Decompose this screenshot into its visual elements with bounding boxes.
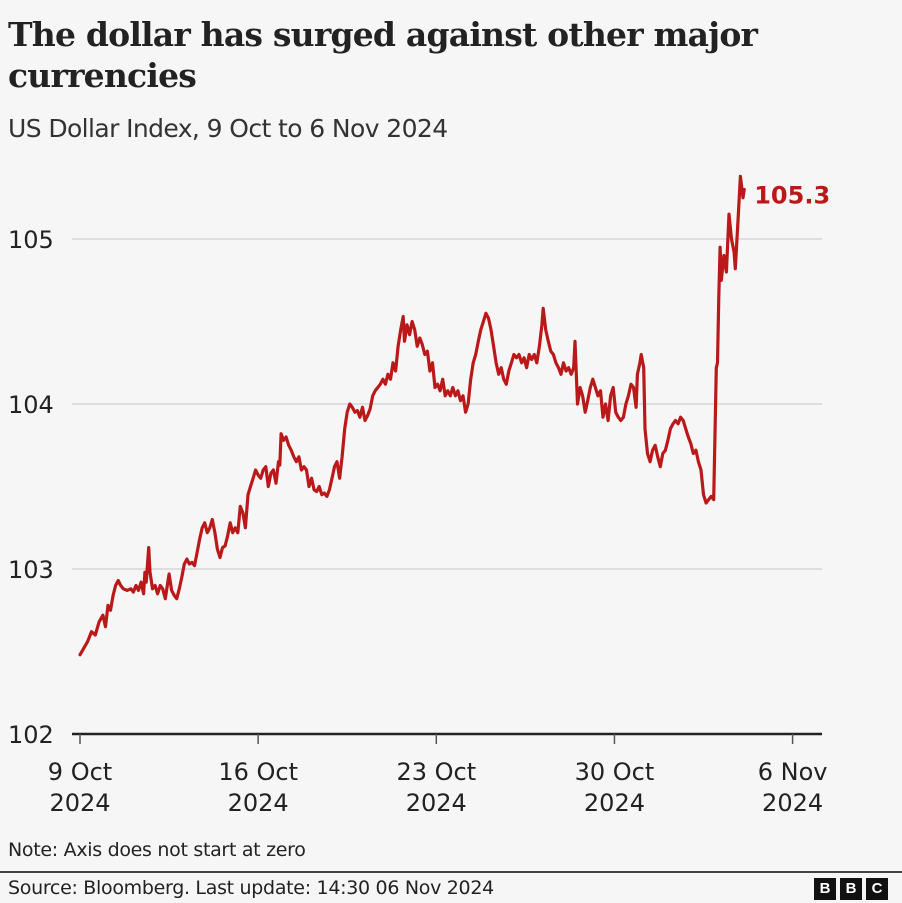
chart-title: The dollar has surged against other majo… [8,15,758,95]
x-tick-label: 2024 [49,789,110,817]
y-tick-label: 103 [8,556,54,584]
series-line-us-dollar-index [78,174,746,657]
y-tick-label: 105 [8,226,54,254]
end-value-label: 105.3 [754,182,830,210]
bbc-logo-letter: B [840,878,862,900]
x-tick-label: 16 Oct [218,758,298,786]
x-tick-label: 30 Oct [575,758,655,786]
x-tick-label: 2024 [228,789,289,817]
chart-subtitle: US Dollar Index, 9 Oct to 6 Nov 2024 [8,114,448,143]
x-axis: 9 Oct 2024 16 Oct 2024 23 Oct 2024 30 Oct 2024 6… [48,732,828,817]
x-tick-label: 2024 [406,789,467,817]
bbc-logo-letter: C [866,878,888,900]
x-tick-label: 2024 [584,789,645,817]
x-tick-label: 6 Nov [758,758,828,786]
y-tick-label: 102 [8,721,54,749]
axis-note: Note: Axis does not start at zero [8,839,306,861]
gridlines [72,238,822,570]
line-chart: 102 103 104 105 9 Oct 2024 16 Oct 2024 23 Oct 20… [8,174,830,817]
y-tick-label: 104 [8,391,54,419]
y-axis-ticks: 102 103 104 105 [8,226,54,749]
footer-divider [0,871,902,873]
bbc-logo-letter: B [814,878,836,900]
x-tick-label: 23 Oct [396,758,476,786]
source-text: Source: Bloomberg. Last update: 14:30 06… [8,877,494,899]
x-tick-label: 9 Oct [48,758,112,786]
x-tick-label: 2024 [762,789,823,817]
bbc-logo: B B C [814,878,888,900]
